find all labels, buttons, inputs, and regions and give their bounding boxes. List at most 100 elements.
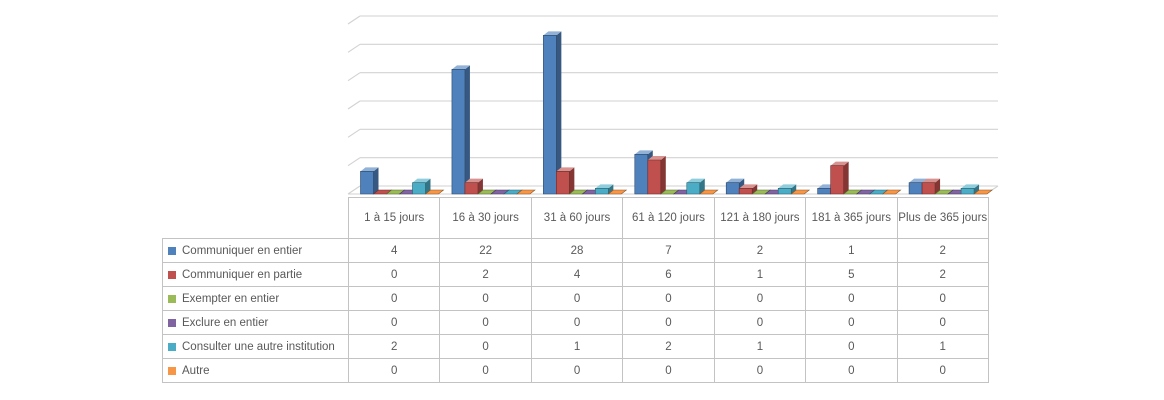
- value-cell: 1: [896, 334, 989, 359]
- value-cell: 0: [713, 286, 807, 311]
- bar-6-cat-2: [516, 189, 536, 195]
- bar-2-cat-4: [647, 156, 666, 195]
- bar-6-cat-5: [790, 189, 811, 195]
- value-cell: 4: [530, 262, 624, 287]
- header-row: 1 à 15 jours 16 à 30 jours 31 à 60 jours 61…: [163, 197, 989, 239]
- value-cell: 0: [805, 286, 898, 311]
- value-cell: 0: [439, 358, 532, 383]
- series-name-label: Consulter une autre institution: [182, 340, 335, 353]
- value-cell: 2: [347, 334, 441, 359]
- series-legend-cell: Exempter en entier: [162, 286, 349, 311]
- category-header-4: 61 à 120 jours: [622, 197, 715, 239]
- value-cell: 0: [347, 310, 441, 335]
- table-row: Communiquer en entier 4 22 28 7 2 1 2: [162, 238, 989, 263]
- value-cell: 0: [896, 286, 989, 311]
- value-cell: 2: [896, 262, 989, 287]
- series-name-label: Exclure en entier: [182, 316, 269, 329]
- bar-5-cat-5: [777, 184, 797, 195]
- category-header-6: 181 à 365 jours: [805, 197, 898, 239]
- value-cell: 0: [896, 358, 989, 383]
- value-cell: 0: [439, 286, 532, 311]
- legend-swatch-icon: [168, 246, 176, 255]
- data-table: 1 à 15 jours 16 à 30 jours 31 à 60 jours 61…: [162, 197, 989, 383]
- series-name-label: Communiquer en partie: [182, 268, 303, 281]
- value-cell: 2: [439, 262, 532, 287]
- bar-series: [360, 31, 993, 195]
- value-cell: 1: [530, 334, 624, 359]
- value-cell: 22: [439, 238, 532, 263]
- data-table-header: 1 à 15 jours 16 à 30 jours 31 à 60 jours 61…: [163, 197, 989, 239]
- category-header-3: 31 à 60 jours: [530, 197, 624, 239]
- value-cell: 0: [713, 358, 807, 383]
- series-name-label: Autre: [182, 364, 210, 377]
- series-legend-cell: Communiquer en entier: [162, 238, 349, 263]
- bar-2-cat-3: [556, 167, 575, 195]
- gridlines: [347, 15, 998, 195]
- bar-1-cat-1: [360, 167, 379, 195]
- bar-6-cat-6: [881, 189, 902, 195]
- value-cell: 0: [347, 286, 441, 311]
- category-header-1: 1 à 15 jours: [347, 197, 441, 239]
- legend-swatch-icon: [168, 366, 176, 375]
- legend-swatch-icon: [168, 270, 176, 279]
- legend-swatch-icon: [168, 294, 176, 303]
- value-cell: 0: [896, 310, 989, 335]
- series-name-label: Communiquer en entier: [182, 244, 303, 257]
- value-cell: 0: [530, 310, 624, 335]
- value-cell: 6: [622, 262, 715, 287]
- value-cell: 0: [805, 310, 898, 335]
- value-cell: 0: [622, 358, 715, 383]
- bar-6-cat-4: [698, 189, 719, 195]
- value-cell: 0: [439, 334, 532, 359]
- value-cell: 0: [347, 262, 441, 287]
- value-cell: 1: [713, 262, 807, 287]
- value-cell: 0: [622, 310, 715, 335]
- series-legend-cell: Communiquer en partie: [162, 262, 349, 287]
- value-cell: 5: [805, 262, 898, 287]
- category-header-5: 121 à 180 jours: [713, 197, 807, 239]
- category-header-2: 16 à 30 jours: [439, 197, 532, 239]
- table-row: Exclure en entier 0 0 0 0 0 0 0: [162, 310, 989, 335]
- bar-5-cat-4: [686, 178, 705, 195]
- bar-2-cat-7: [921, 178, 941, 195]
- table-corner-cell: [163, 198, 349, 239]
- value-cell: 0: [530, 358, 624, 383]
- value-cell: 0: [805, 358, 898, 383]
- legend-swatch-icon: [168, 318, 176, 327]
- value-cell: 0: [530, 286, 624, 311]
- value-cell: 4: [347, 238, 441, 263]
- value-cell: 2: [713, 238, 807, 263]
- series-legend-cell: Exclure en entier: [162, 310, 349, 335]
- bar-6-cat-1: [424, 189, 445, 195]
- bar-5-cat-1: [412, 178, 431, 195]
- series-legend-cell: Consulter une autre institution: [162, 334, 349, 359]
- value-cell: 7: [622, 238, 715, 263]
- bar-6-cat-3: [607, 189, 628, 195]
- table-row: Autre 0 0 0 0 0 0 0: [162, 358, 989, 383]
- series-name-label: Exempter en entier: [182, 292, 280, 305]
- value-cell: 0: [439, 310, 532, 335]
- value-cell: 2: [622, 334, 715, 359]
- bar-2-cat-2: [464, 178, 483, 195]
- bar-2-cat-6: [830, 161, 849, 195]
- bar-1-cat-3: [543, 31, 562, 195]
- table-row: Consulter une autre institution 2 0 1 2 1 0 1: [162, 334, 989, 359]
- value-cell: 0: [347, 358, 441, 383]
- bar-1-cat-2: [451, 65, 470, 195]
- value-cell: 0: [805, 334, 898, 359]
- legend-swatch-icon: [168, 342, 176, 351]
- bar-5-cat-7: [960, 184, 980, 195]
- value-cell: 1: [713, 334, 807, 359]
- series-legend-cell: Autre: [162, 358, 349, 383]
- data-table-body: Communiquer en entier 4 22 28 7 2 1 2 Communique…: [162, 238, 989, 383]
- value-cell: 0: [622, 286, 715, 311]
- value-cell: 1: [805, 238, 898, 263]
- bar-6-cat-7: [973, 189, 993, 195]
- value-cell: 2: [896, 238, 989, 263]
- value-cell: 0: [713, 310, 807, 335]
- value-cell: 28: [530, 238, 624, 263]
- table-row: Exempter en entier 0 0 0 0 0 0 0: [162, 286, 989, 311]
- table-row: Communiquer en partie 0 2 4 6 1 5 2: [162, 262, 989, 287]
